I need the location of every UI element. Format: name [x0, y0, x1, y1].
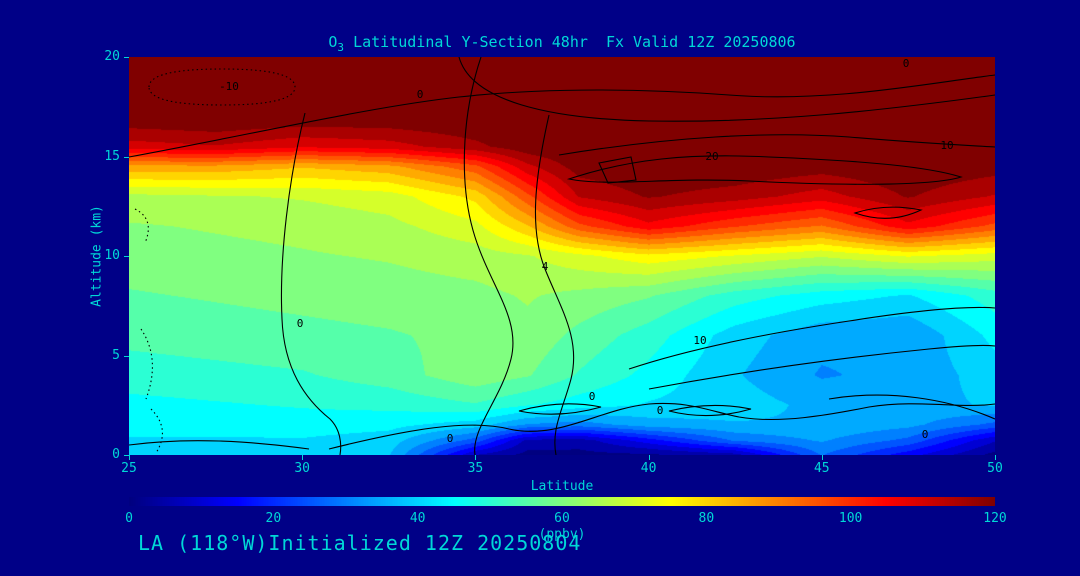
chart-title: O3 Latitudinal Y-Section 48hr Fx Valid 1… [129, 33, 995, 54]
colorbar-tick-label: 120 [983, 511, 1007, 526]
colorbar-tick-label: 0 [125, 511, 133, 526]
x-tick-label: 30 [294, 461, 311, 476]
contour-label: 10 [940, 139, 953, 152]
colorbar-tick-label: 80 [698, 511, 715, 526]
colorbar-label: (ppbv) [538, 527, 586, 542]
tick-mark [124, 256, 129, 257]
y-tick-label: 15 [104, 148, 120, 164]
tick-mark [648, 455, 650, 460]
contour-line [134, 208, 149, 244]
contour-line [558, 134, 995, 156]
tick-mark [124, 455, 129, 456]
tick-mark [475, 455, 477, 460]
contour-label: 0 [297, 317, 304, 330]
tick-mark [995, 455, 996, 460]
contour-line [668, 404, 752, 417]
tick-mark [821, 455, 823, 460]
contour-label: 0 [589, 390, 596, 403]
contour-label: 20 [705, 150, 718, 163]
contour-label: 0 [903, 57, 910, 70]
x-tick-label: 50 [987, 461, 1003, 476]
contour-line [280, 112, 342, 455]
y-tick-label: 10 [104, 248, 120, 263]
contour-line [463, 57, 514, 455]
y-tick-label: 20 [104, 49, 120, 64]
colorbar-tick-label: 20 [265, 511, 282, 526]
y-tick-label: 0 [112, 447, 120, 462]
init-info-text: LA (118°W)Initialized 12Z 20250804 [138, 531, 582, 555]
contour-label: 0 [417, 88, 424, 101]
tick-mark [124, 156, 129, 158]
y-tick-label: 5 [112, 347, 120, 363]
contour-line [328, 402, 995, 450]
chart-title-pre: O [328, 33, 338, 51]
contour-line [458, 57, 995, 122]
x-tick-label: 35 [467, 461, 484, 476]
chart-title-post: Latitudinal Y-Section 48hr Fx Valid 12Z … [344, 33, 796, 51]
contour-line [129, 74, 995, 158]
tick-mark [124, 57, 129, 58]
colorbar-tick-label: 100 [838, 511, 863, 526]
tick-mark [124, 355, 129, 357]
contour-line [566, 155, 963, 185]
contour-label: 4 [542, 260, 549, 273]
contour-line [853, 206, 923, 219]
contour-line [648, 344, 995, 390]
colorbar-tick-label: 60 [554, 511, 570, 526]
contour-overlay: -10 0 0 10 20 4 0 10 0 0 0 0 [129, 57, 995, 455]
contour-label: 10 [693, 334, 706, 347]
contour-label: 0 [657, 404, 664, 417]
contour-line [140, 328, 163, 454]
contour-label: 0 [447, 432, 454, 445]
contour-line [534, 114, 575, 455]
contour-line [598, 156, 637, 184]
contour-line [828, 394, 995, 420]
contour-line [518, 403, 602, 415]
contour-line [129, 440, 310, 450]
contour-label: -10 [219, 80, 239, 93]
ozone-heatmap-canvas [129, 57, 995, 455]
contour-label: 0 [922, 428, 929, 441]
x-tick-label: 25 [121, 461, 137, 476]
x-axis-label: Latitude [530, 479, 594, 494]
colorbar [129, 497, 995, 506]
x-tick-label: 40 [640, 461, 657, 476]
colorbar-tick-label: 40 [409, 511, 426, 526]
contour-line [148, 68, 296, 106]
x-tick-label: 45 [813, 461, 830, 476]
contour-line [628, 306, 995, 370]
chart-title-subscript: 3 [337, 41, 345, 54]
tick-mark [302, 455, 304, 460]
tick-mark [129, 455, 130, 460]
